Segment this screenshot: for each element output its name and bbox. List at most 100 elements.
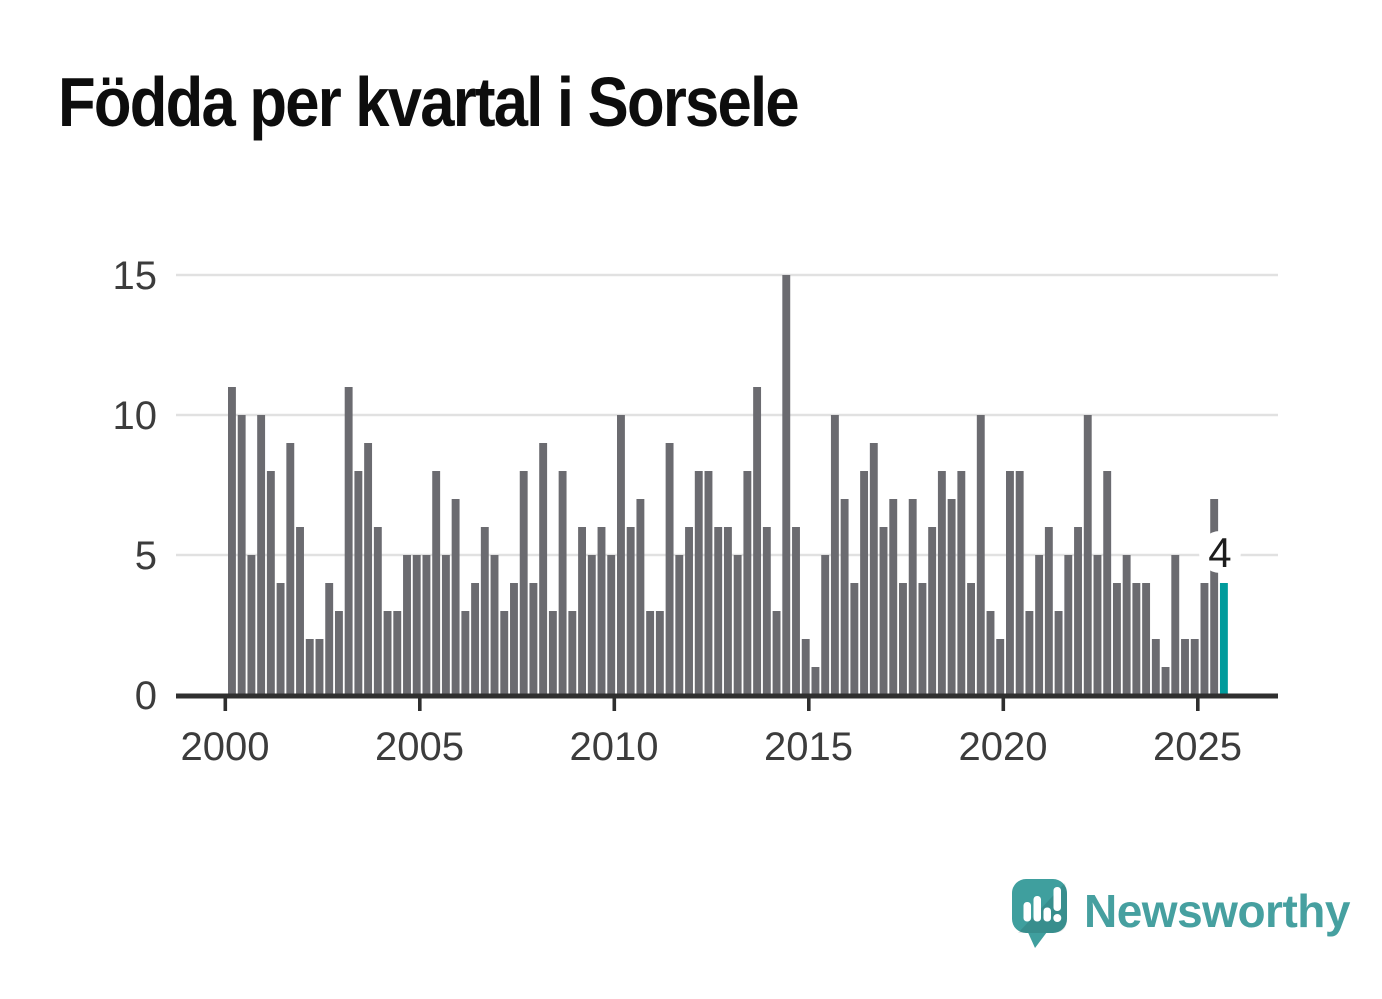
x-tick-label: 2025 — [1153, 725, 1242, 769]
bar — [441, 555, 450, 695]
bar — [723, 527, 732, 695]
bar — [1093, 555, 1102, 695]
bar — [237, 415, 246, 695]
bar — [986, 611, 995, 695]
bar — [850, 583, 859, 695]
bar — [840, 499, 849, 695]
bar — [432, 471, 441, 695]
bar — [1181, 639, 1189, 695]
bar — [753, 387, 762, 695]
bar — [646, 611, 655, 695]
bar — [860, 471, 869, 695]
bar — [1074, 527, 1082, 695]
bar — [617, 415, 625, 695]
bar — [1083, 415, 1092, 695]
x-axis-line — [176, 693, 1278, 699]
bar — [1103, 471, 1112, 695]
bar — [296, 527, 304, 695]
bar — [733, 555, 742, 695]
bar — [879, 527, 888, 695]
bar — [1044, 527, 1053, 695]
bar — [1142, 583, 1151, 695]
newsworthy-bubble-icon — [1012, 879, 1067, 948]
bar — [1064, 555, 1073, 695]
bar — [354, 471, 363, 695]
bar — [539, 443, 548, 695]
bar — [266, 471, 275, 695]
y-tick-label: 15 — [113, 254, 158, 298]
bar — [675, 555, 684, 695]
bar — [412, 555, 421, 695]
bar — [480, 527, 489, 695]
bar — [1200, 583, 1209, 695]
bar — [393, 611, 402, 695]
bar — [1025, 611, 1034, 695]
bar — [1015, 471, 1024, 695]
bar — [743, 471, 752, 695]
y-tick-label: 0 — [135, 674, 157, 718]
x-tick-mark — [1001, 698, 1006, 711]
bar — [976, 415, 985, 695]
bar — [568, 611, 577, 695]
bar — [704, 471, 713, 695]
bar — [1151, 639, 1160, 695]
bar — [996, 639, 1005, 695]
x-tick-mark — [418, 698, 422, 711]
bar — [1035, 555, 1044, 695]
bar — [607, 555, 616, 695]
bar — [801, 639, 810, 695]
bar — [286, 443, 295, 695]
bar — [811, 667, 820, 695]
chart-title: Födda per kvartal i Sorsele — [58, 63, 800, 141]
bar — [597, 527, 606, 695]
bar — [578, 527, 586, 695]
bar — [500, 611, 509, 695]
bar — [519, 471, 528, 695]
annotation-value-label: 4 — [1208, 529, 1231, 576]
bar — [899, 583, 907, 695]
bar — [510, 583, 518, 695]
bar — [957, 471, 966, 695]
x-tick-label: 2005 — [375, 725, 464, 769]
bar — [655, 611, 664, 695]
bar — [918, 583, 927, 695]
bar-highlighted — [1219, 583, 1228, 695]
bar — [967, 583, 975, 695]
newsworthy-logo[interactable]: Newsworthy — [1008, 874, 1350, 954]
bar — [403, 555, 411, 695]
bar — [461, 611, 470, 695]
bar — [315, 639, 324, 695]
bar — [792, 527, 800, 695]
bar — [1054, 611, 1063, 695]
bar — [587, 555, 596, 695]
bar — [1190, 639, 1199, 695]
newsworthy-brand-text: Newsworthy — [1084, 885, 1350, 937]
bar — [305, 639, 314, 695]
bar — [548, 611, 557, 695]
bar — [257, 415, 266, 695]
bar — [762, 527, 771, 695]
bar — [334, 611, 343, 695]
bar — [529, 583, 538, 695]
bar — [694, 471, 703, 695]
bar — [364, 443, 373, 695]
bar — [558, 471, 567, 695]
bar — [247, 555, 256, 695]
bar — [714, 527, 723, 695]
bar — [228, 387, 236, 695]
bar — [276, 583, 285, 695]
bar — [383, 611, 392, 695]
bar — [1171, 555, 1180, 695]
bar — [665, 443, 674, 695]
bar — [636, 499, 645, 695]
bar — [928, 527, 937, 695]
bar — [947, 499, 956, 695]
bar — [451, 499, 460, 695]
bar — [830, 415, 839, 695]
x-tick-mark — [223, 698, 228, 711]
bar — [782, 275, 791, 695]
bar — [471, 583, 480, 695]
x-tick-mark — [612, 698, 617, 711]
bar — [937, 471, 946, 695]
y-tick-label: 10 — [113, 394, 158, 438]
